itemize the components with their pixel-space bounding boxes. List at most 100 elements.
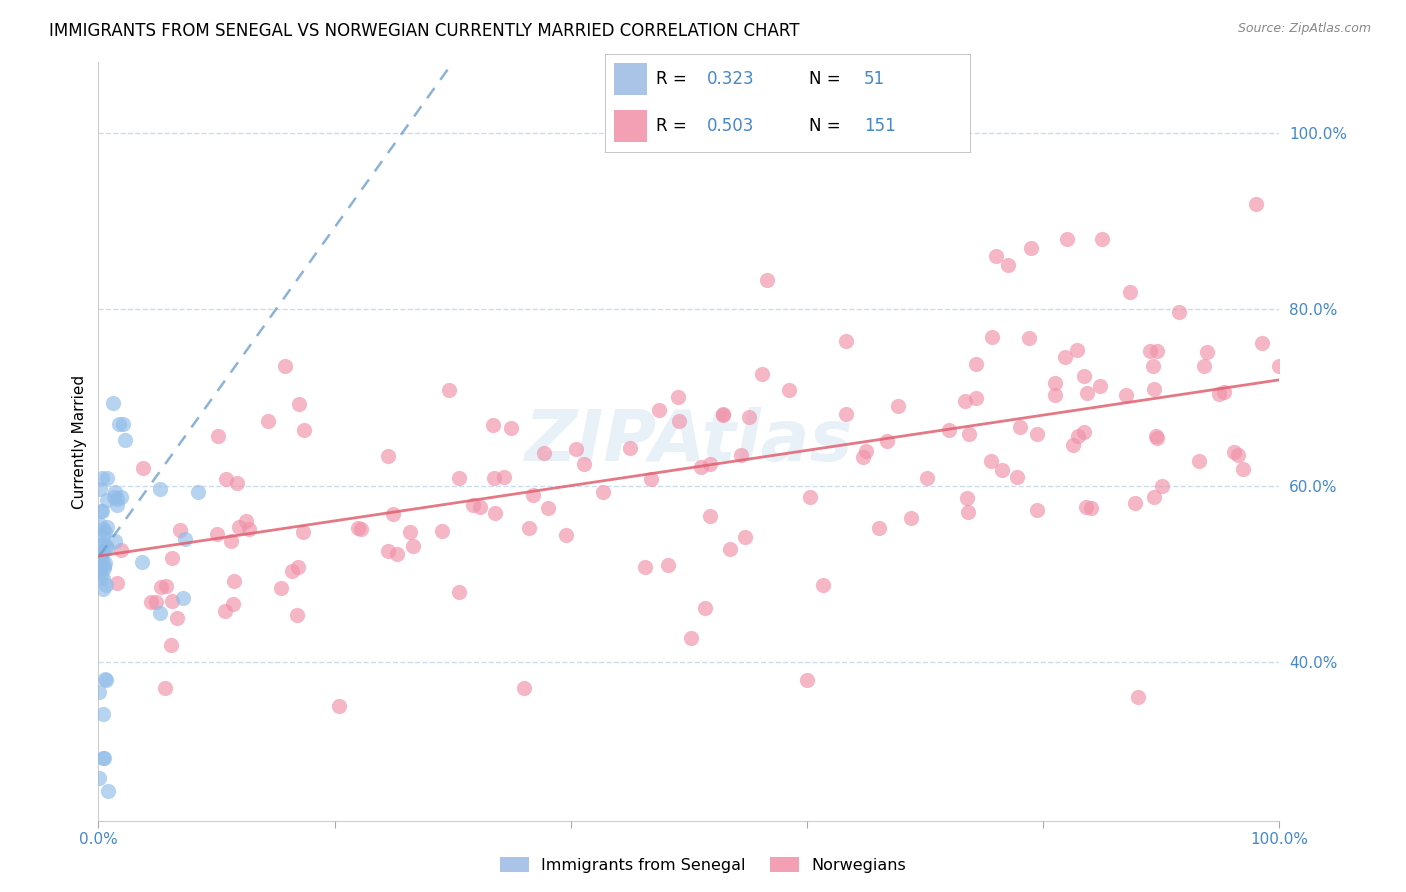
Point: [956, 491, 979, 505]
Point: [93, 560, 115, 574]
Point: [114, 434, 136, 448]
Point: [91, 470, 114, 484]
Point: [287, 560, 309, 574]
Point: [799, 490, 821, 504]
Point: [1066, 429, 1088, 443]
Point: [285, 608, 308, 623]
Point: [94, 578, 117, 592]
Point: [89, 550, 111, 565]
Point: [93, 556, 115, 570]
Point: [235, 514, 257, 528]
Point: [965, 392, 987, 406]
Point: [1073, 425, 1095, 439]
Text: 0.503: 0.503: [707, 117, 754, 135]
Point: [482, 417, 505, 432]
Point: [699, 457, 721, 471]
Point: [90, 568, 112, 582]
Point: [796, 673, 818, 687]
Point: [730, 449, 752, 463]
Point: [105, 491, 128, 506]
Text: ZIPAtlas: ZIPAtlas: [524, 407, 853, 476]
Point: [377, 449, 399, 463]
Point: [1005, 470, 1028, 484]
Point: [90, 504, 112, 518]
Point: [711, 407, 734, 421]
Y-axis label: Currently Married: Currently Married: [72, 375, 87, 508]
Point: [103, 490, 125, 504]
Point: [96, 471, 118, 485]
Point: [398, 524, 420, 539]
Point: [984, 249, 1007, 263]
Point: [482, 471, 505, 485]
Point: [738, 409, 761, 424]
Point: [93, 751, 115, 765]
Point: [1043, 376, 1066, 391]
Point: [149, 606, 172, 620]
Point: [711, 409, 734, 423]
Point: [693, 600, 716, 615]
FancyBboxPatch shape: [614, 111, 647, 142]
Point: [1026, 503, 1049, 517]
Point: [1026, 426, 1049, 441]
Point: [90, 504, 112, 518]
Point: [957, 505, 980, 519]
Point: [105, 498, 128, 512]
Point: [270, 581, 292, 595]
Point: [835, 407, 858, 421]
Point: [401, 540, 423, 554]
Point: [91, 706, 114, 721]
Point: [980, 454, 1002, 468]
Point: [681, 631, 703, 645]
Point: [132, 461, 155, 475]
Point: [89, 518, 111, 533]
Point: [494, 470, 516, 484]
Point: [734, 530, 756, 544]
Point: [141, 594, 163, 608]
Point: [96, 493, 118, 508]
Point: [221, 533, 243, 548]
Point: [160, 594, 183, 608]
Point: [430, 524, 453, 538]
Point: [1054, 350, 1077, 364]
Point: [517, 521, 540, 535]
Point: [228, 519, 250, 533]
Point: [103, 396, 125, 410]
Point: [1139, 344, 1161, 359]
Point: [1091, 232, 1114, 246]
Point: [172, 591, 194, 606]
Text: N =: N =: [810, 70, 846, 88]
Point: [153, 681, 176, 695]
Point: [94, 539, 117, 553]
Point: [484, 506, 506, 520]
Point: [94, 673, 117, 687]
Point: [1188, 454, 1211, 468]
Point: [97, 784, 120, 798]
Point: [887, 400, 910, 414]
Point: [1213, 384, 1236, 399]
Point: [437, 384, 460, 398]
Point: [957, 427, 980, 442]
Point: [155, 579, 177, 593]
Point: [94, 672, 117, 686]
Point: [965, 357, 987, 371]
Point: [1167, 305, 1189, 319]
Point: [1142, 359, 1164, 374]
Point: [900, 510, 922, 524]
Point: [868, 521, 890, 535]
Point: [173, 533, 195, 547]
Point: [160, 638, 183, 652]
Point: [221, 597, 243, 611]
Point: [214, 604, 236, 618]
Point: [207, 429, 229, 443]
Point: [96, 520, 118, 534]
Point: [1123, 496, 1146, 510]
Point: [382, 507, 405, 521]
Point: [699, 509, 721, 524]
Point: [1192, 359, 1215, 374]
Point: [1232, 461, 1254, 475]
Point: [1227, 448, 1250, 462]
Point: [778, 383, 800, 397]
Point: [131, 555, 153, 569]
Point: [1080, 500, 1102, 515]
Point: [1073, 368, 1095, 383]
